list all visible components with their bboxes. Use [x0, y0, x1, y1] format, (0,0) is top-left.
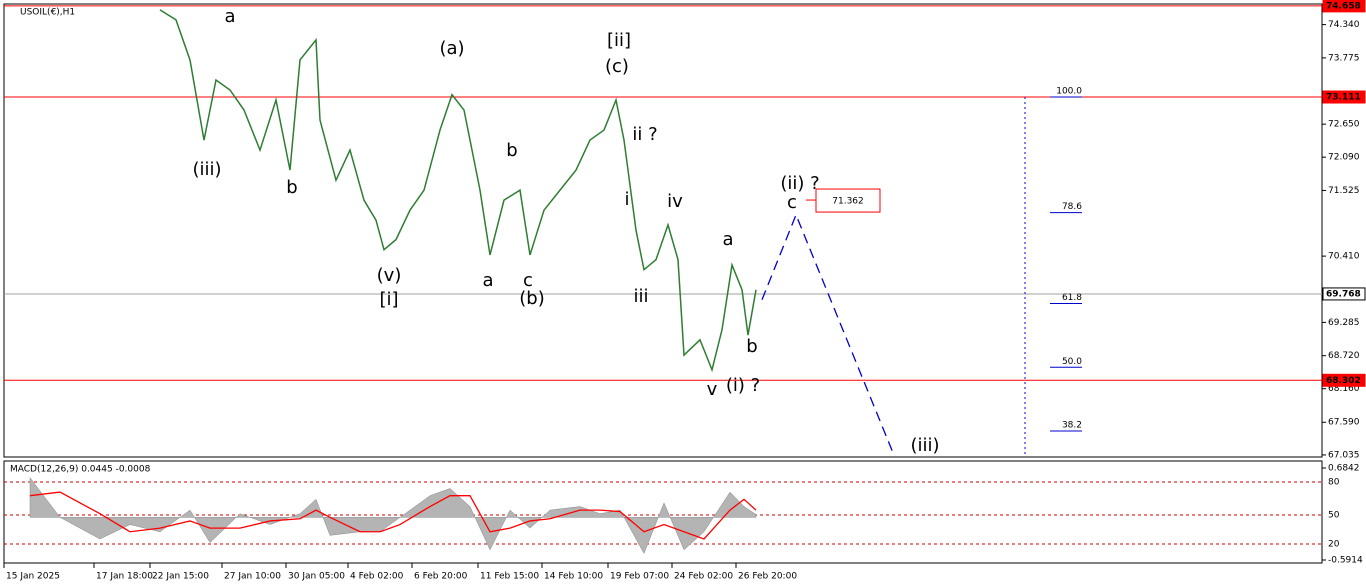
y-tick-label: 67.590 [1328, 418, 1360, 428]
wave-label: b [506, 140, 517, 161]
wave-label: (v) [377, 265, 402, 286]
wave-label: c [523, 270, 533, 291]
symbol: USOIL(€),H1 [20, 8, 75, 18]
macd-level-label: 50 [1328, 511, 1340, 521]
target-label: 71.362 [832, 197, 864, 207]
x-tick-label: 24 Feb 02:00 [674, 572, 733, 582]
wave-label: a [482, 270, 493, 291]
x-tick-label: 15 Jan 2025 [6, 572, 60, 582]
x-tick-label: 27 Jan 10:00 [224, 572, 281, 582]
price-level-box [1322, 0, 1366, 13]
wave-label: (ii) ? [780, 173, 819, 194]
y-tick-label: 70.410 [1328, 252, 1360, 262]
x-tick-label: 30 Jan 05:00 [288, 572, 345, 582]
x-tick-label: 11 Feb 15:00 [480, 572, 539, 582]
x-tick-label: 17 Jan 18:00 [96, 572, 153, 582]
y-tick-label: 67.035 [1328, 450, 1360, 460]
price-panel [3, 3, 1323, 458]
fib-label: 50.0 [1062, 357, 1082, 367]
wave-label: b [286, 177, 297, 198]
price-level-box [1322, 90, 1366, 104]
wave-label: (iii) [910, 435, 939, 456]
wave-label: v [707, 379, 718, 400]
y-tick-label: 69.285 [1328, 318, 1360, 328]
y-tick-label: 74.340 [1328, 20, 1360, 30]
price-level-label: 73.111 [1326, 93, 1361, 103]
macd-panel [3, 460, 1323, 564]
target-box [815, 188, 881, 213]
projection-line [761, 213, 895, 456]
x-tick-label: 22 Jan 15:00 [152, 572, 209, 582]
y-tick-label: 68.720 [1328, 351, 1360, 361]
wave-label: [ii] [607, 30, 631, 51]
macd-title: MACD(12,26,9) 0.0445 -0.0008 [10, 465, 151, 475]
wave-label: a [722, 229, 733, 250]
y-tick-label: 68.160 [1328, 384, 1360, 394]
wave-label: (i) ? [726, 375, 760, 396]
price-line [159, 9, 757, 373]
price-level-label: 69.768 [1326, 289, 1361, 299]
fib-label: 38.2 [1062, 421, 1082, 431]
macd-area [29, 476, 757, 554]
wave-label: iv [667, 191, 683, 212]
wave-label: ii ? [632, 124, 657, 145]
y-tick-label: 72.650 [1328, 120, 1360, 130]
price-level-box [1322, 287, 1366, 301]
y-tick-label: 73.775 [1328, 53, 1360, 63]
macd-level-label: 20 [1328, 540, 1340, 550]
wave-label: iii [633, 286, 648, 307]
wave-label: (c) [605, 56, 629, 77]
price-level-label: 74.658 [1326, 1, 1361, 11]
wave-label: i [624, 189, 629, 210]
wave-label: b [746, 336, 757, 357]
y-tick-label: 71.525 [1328, 186, 1360, 196]
price-level-box [1322, 373, 1366, 387]
wave-label: (b) [519, 288, 544, 309]
x-tick-label: 6 Feb 20:00 [414, 572, 468, 582]
price-level-label: 68.302 [1326, 376, 1361, 386]
y-tick-label: 0.6842 [1328, 463, 1360, 473]
macd-level-label: 80 [1328, 478, 1340, 488]
wave-label: (iii) [192, 159, 221, 180]
wave-label: (a) [439, 38, 464, 59]
x-tick-label: 14 Feb 10:00 [544, 572, 603, 582]
fib-label: 78.6 [1062, 202, 1082, 212]
x-tick-label: 26 Feb 20:00 [738, 572, 797, 582]
x-tick-label: 4 Feb 02:00 [350, 572, 404, 582]
x-tick-label: 19 Feb 07:00 [610, 572, 669, 582]
y-tick-label: -0.5914 [1328, 555, 1363, 565]
wave-label: a [224, 6, 235, 27]
y-tick-label: 72.090 [1328, 153, 1360, 163]
wave-label: [i] [379, 289, 398, 310]
macd-signal [29, 491, 757, 540]
wave-label: c [787, 192, 797, 213]
fib-label: 61.8 [1062, 293, 1082, 303]
fib-label: 100.0 [1056, 87, 1082, 97]
